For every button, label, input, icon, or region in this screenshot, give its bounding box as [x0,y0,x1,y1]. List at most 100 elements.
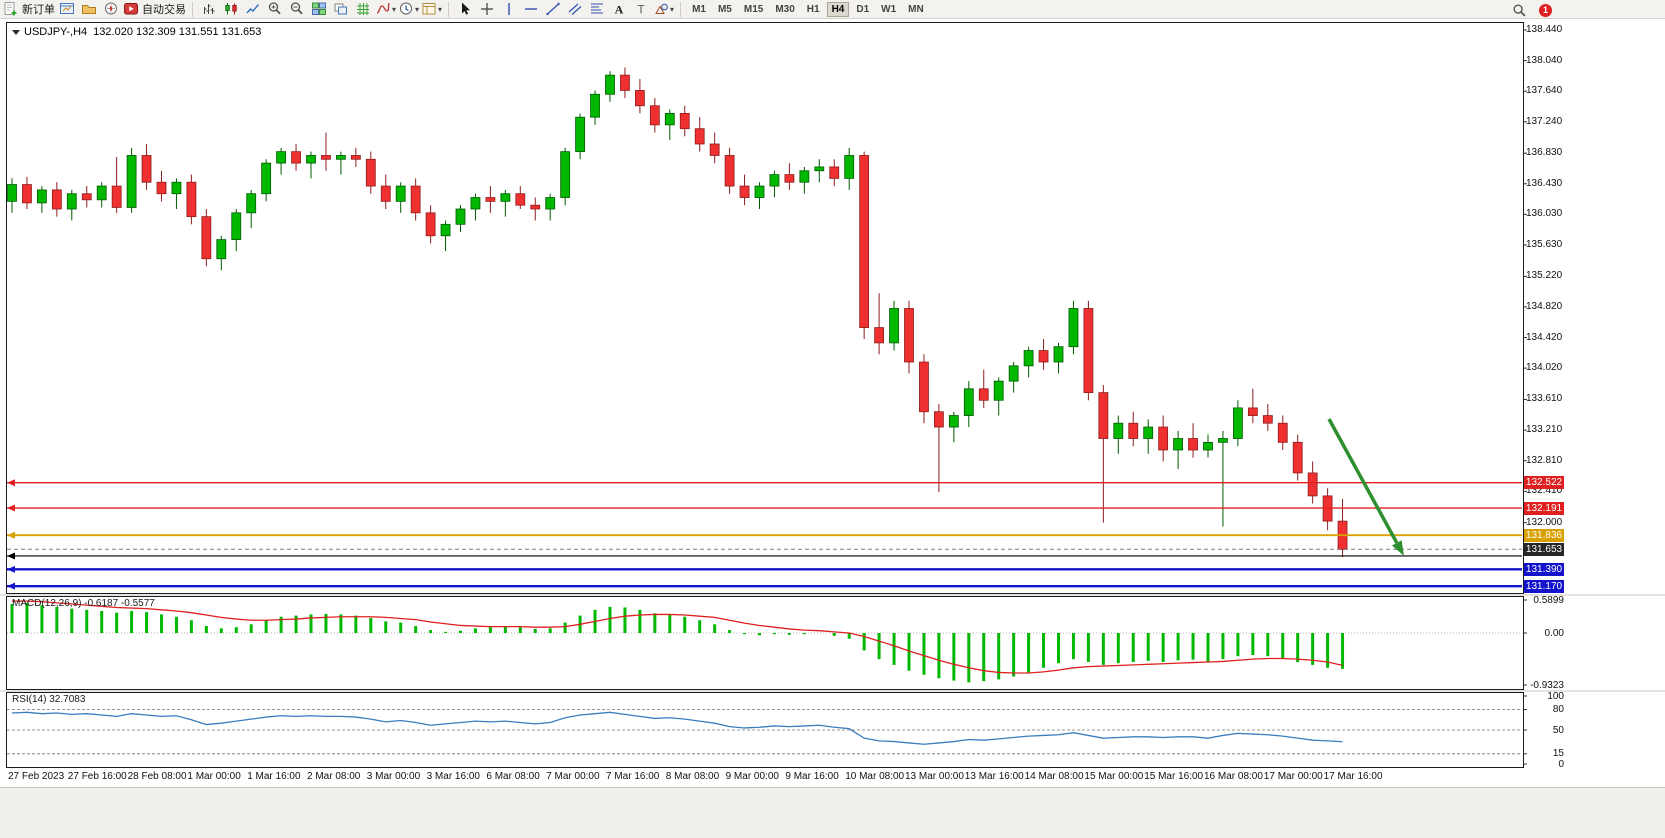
horizontal-line-button[interactable] [521,1,541,18]
toolbar: 新订单 自动交易 ▾ ▾ ▾ A T ▾ M1 M5 M15 M30 H1 H4 D1 W1 MN 1 [0,0,1665,19]
panel-separator-macd[interactable] [0,594,1665,596]
time-axis-label: 7 Mar 00:00 [546,771,600,782]
text-button[interactable]: A [609,1,629,18]
shapes-icon [655,3,668,14]
autotrading-button[interactable]: 自动交易 [123,1,186,18]
price-axis-label: 137.240 [1526,115,1563,127]
price-level-tag: 131.170 [1524,579,1564,593]
time-axis-label: 14 Mar 08:00 [1024,771,1084,782]
dropdown-caret-icon: ▾ [392,4,397,14]
profiles-button[interactable] [79,1,99,18]
time-axis-label: 7 Mar 16:00 [606,771,660,782]
candlestick-chart-button[interactable] [221,1,241,18]
candlestick-chart-icon [225,3,237,15]
price-axis-label: 138.040 [1526,54,1563,66]
timeframe-button-m1[interactable]: M1 [692,3,706,15]
timeframe-button-mn[interactable]: MN [908,3,924,15]
vertical-line-button[interactable] [499,1,519,18]
zoom-in-icon [268,2,281,15]
line-chart-button[interactable] [243,1,263,18]
grid-button[interactable] [353,1,373,18]
zoom-in-button[interactable] [265,1,285,18]
grid-icon [357,3,369,15]
time-axis-label: 3 Mar 16:00 [426,771,480,782]
macd-scale-label: 0.5899 [1533,594,1564,606]
tile-windows-button[interactable] [309,1,329,18]
svg-text:A: A [615,3,624,17]
timeframe-button-m30[interactable]: M30 [775,3,795,15]
time-axis-label: 2 Mar 08:00 [307,771,361,782]
rsi-scale-label: 15 [1552,748,1564,760]
dropdown-caret-icon: ▾ [438,4,443,14]
time-axis-label: 17 Mar 00:00 [1263,771,1323,782]
price-axis-label: 133.210 [1526,424,1563,436]
templates-button[interactable]: ▾ [421,1,442,18]
time-axis-label: 27 Feb 16:00 [67,771,127,782]
timeframe-button-m15[interactable]: M15 [743,3,764,15]
price-level-tag: 131.390 [1524,562,1564,576]
shapes-button[interactable]: ▾ [653,1,674,18]
time-axis-label: 15 Mar 00:00 [1084,771,1144,782]
navigator-button[interactable] [101,1,121,18]
indicators-icon [376,2,390,14]
trendline-button[interactable] [543,1,563,18]
window-bottom-area [0,787,1665,838]
toolbar-right: 1 [1508,2,1552,19]
time-axis-label: 16 Mar 08:00 [1204,771,1263,782]
search-button[interactable] [1509,2,1529,19]
price-axis-label: 136.430 [1526,177,1563,189]
cursor-icon [462,2,471,15]
cursor-button[interactable] [455,1,475,18]
template-icon [422,3,436,15]
rsi-label: RSI(14) 32.7083 [12,694,86,705]
time-axis-label: 8 Mar 08:00 [665,771,720,782]
autotrading-icon [124,3,138,15]
time-axis-label: 10 Mar 08:00 [845,771,905,782]
indicators-button[interactable]: ▾ [375,1,396,18]
timeframe-button-w1[interactable]: W1 [881,3,897,15]
one-click-trading-icon[interactable] [12,30,20,35]
zoom-out-button[interactable] [287,1,307,18]
panel-separator-rsi[interactable] [0,690,1665,692]
crosshair-button[interactable] [477,1,497,18]
clock-icon [400,2,413,15]
label-icon: T [637,3,645,17]
toolbar-separator [680,1,682,17]
rsi-scale-label: 50 [1552,724,1564,736]
notification-badge[interactable]: 1 [1539,4,1552,17]
chart-window-button[interactable] [57,1,77,18]
rsi-scale-label: 0 [1558,758,1564,770]
search-icon [1512,4,1525,17]
price-axis-label: 136.830 [1526,147,1563,159]
price-axis-label: 132.000 [1526,516,1563,528]
price-axis-label: 135.220 [1526,270,1563,282]
chart-window-icon [60,3,74,14]
periods-button[interactable]: ▾ [398,1,419,18]
svg-text:T: T [637,3,645,17]
price-axis-label: 134.420 [1526,331,1563,343]
rsi-scale-label: 100 [1547,690,1564,702]
auto-arrange-button[interactable] [331,1,351,18]
price-axis-label: 133.610 [1526,393,1563,405]
dropdown-caret-icon: ▾ [670,4,675,14]
time-axis-label: 28 Feb 08:00 [127,771,187,782]
timeframe-button-h1[interactable]: H1 [806,3,820,15]
timeframe-button-m5[interactable]: M5 [717,3,732,15]
text-icon: A [615,3,624,17]
timeframe-button-d1[interactable]: D1 [856,3,870,15]
price-axis-label: 137.640 [1526,85,1563,97]
timeframe-button-h4[interactable]: H4 [826,1,850,17]
price-level-tag: 131.653 [1524,542,1564,556]
time-axis-label: 13 Mar 00:00 [905,771,964,782]
price-axis-label: 132.410 [1526,485,1563,497]
new-order-button[interactable]: 新订单 [3,1,55,18]
channel-button[interactable] [565,1,585,18]
time-axis-label: 13 Mar 16:00 [964,771,1024,782]
vertical-line-icon [508,3,510,15]
channel-icon [568,3,582,15]
bar-chart-button[interactable] [199,1,219,18]
label-button[interactable]: T [631,1,651,18]
fibonacci-button[interactable] [587,1,607,18]
navigator-icon [105,2,117,15]
